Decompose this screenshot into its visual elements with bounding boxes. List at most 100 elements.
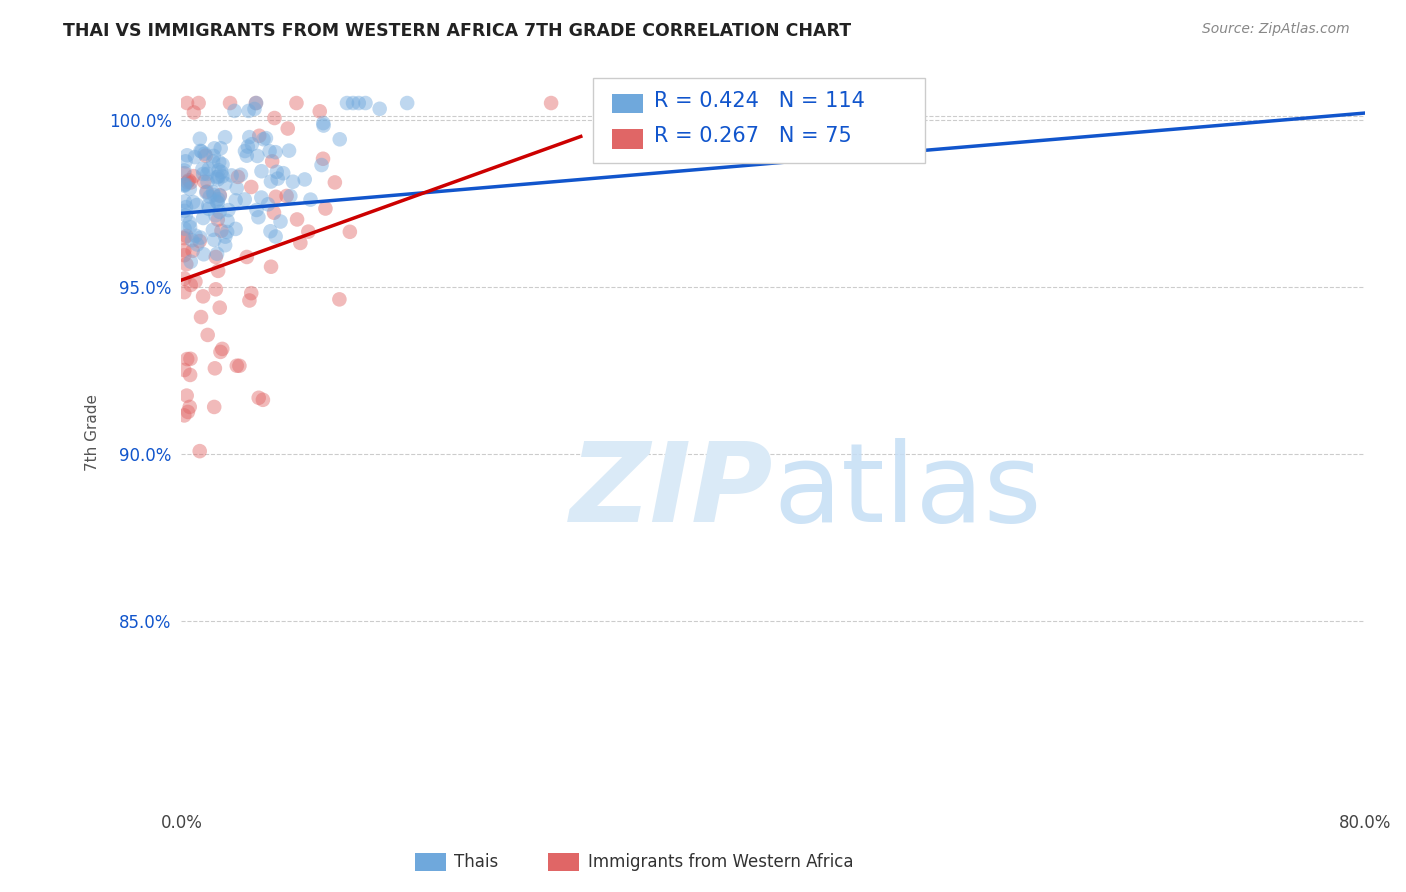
Point bbox=[368, 102, 391, 116]
Point bbox=[193, 146, 215, 161]
Point bbox=[214, 229, 236, 244]
Point bbox=[264, 229, 287, 244]
Point bbox=[266, 165, 288, 179]
Point bbox=[259, 145, 281, 159]
Point bbox=[211, 169, 233, 184]
Point bbox=[294, 172, 316, 186]
Point bbox=[323, 175, 346, 189]
Point bbox=[195, 185, 218, 199]
Point bbox=[188, 234, 211, 248]
Point bbox=[202, 141, 225, 155]
Point bbox=[328, 293, 350, 307]
Point bbox=[197, 198, 219, 212]
Point bbox=[202, 149, 225, 163]
Point bbox=[197, 327, 219, 342]
Point bbox=[179, 351, 201, 366]
Point bbox=[174, 178, 197, 192]
Point bbox=[207, 264, 229, 278]
Point bbox=[184, 275, 207, 289]
Point bbox=[260, 260, 283, 274]
Point bbox=[198, 190, 221, 204]
Point bbox=[252, 392, 274, 407]
Point bbox=[257, 197, 280, 211]
Point bbox=[217, 203, 239, 218]
Text: Immigrants from Western Africa: Immigrants from Western Africa bbox=[588, 853, 853, 871]
Point bbox=[217, 225, 239, 239]
Point bbox=[207, 195, 229, 210]
Point bbox=[224, 103, 246, 118]
Point bbox=[233, 193, 256, 207]
Point bbox=[247, 128, 270, 143]
Point bbox=[173, 163, 195, 178]
Point bbox=[277, 121, 299, 136]
Point bbox=[179, 182, 201, 196]
Point bbox=[181, 195, 204, 210]
Point bbox=[354, 96, 377, 111]
Point bbox=[176, 175, 198, 189]
Point bbox=[179, 400, 201, 414]
Point bbox=[173, 194, 195, 209]
Point bbox=[202, 154, 225, 169]
Point bbox=[173, 363, 195, 377]
Point bbox=[193, 247, 215, 261]
Point bbox=[173, 178, 195, 192]
Point bbox=[177, 173, 200, 187]
Point bbox=[188, 444, 211, 458]
Text: Thais: Thais bbox=[454, 853, 498, 871]
Point bbox=[207, 192, 229, 206]
Point bbox=[245, 96, 267, 111]
Point bbox=[190, 230, 212, 244]
Point bbox=[179, 216, 201, 230]
Point bbox=[214, 130, 236, 145]
Point bbox=[183, 169, 205, 183]
Text: R = 0.424   N = 114: R = 0.424 N = 114 bbox=[654, 91, 865, 111]
Point bbox=[312, 116, 335, 130]
Point bbox=[233, 144, 256, 158]
Point bbox=[240, 286, 263, 301]
Point bbox=[209, 141, 232, 155]
Point bbox=[193, 167, 215, 181]
Point bbox=[221, 169, 243, 183]
Point bbox=[174, 154, 197, 169]
Point bbox=[173, 231, 195, 245]
Point bbox=[204, 361, 226, 376]
Point bbox=[211, 342, 233, 356]
Point bbox=[205, 247, 228, 261]
Point bbox=[250, 190, 273, 204]
Point bbox=[186, 237, 208, 252]
Point bbox=[173, 409, 195, 423]
Point bbox=[184, 228, 207, 243]
Point bbox=[180, 254, 202, 268]
Point bbox=[176, 148, 198, 162]
Point bbox=[188, 132, 211, 146]
Point bbox=[205, 282, 228, 296]
Point bbox=[208, 301, 231, 315]
Point bbox=[208, 188, 231, 202]
Point bbox=[177, 405, 200, 419]
Point bbox=[180, 277, 202, 292]
Text: R = 0.267   N = 75: R = 0.267 N = 75 bbox=[654, 127, 852, 146]
Point bbox=[186, 198, 208, 212]
Point bbox=[342, 96, 364, 111]
Point bbox=[176, 389, 198, 403]
Point bbox=[173, 285, 195, 300]
Point bbox=[179, 220, 201, 235]
Point bbox=[208, 163, 231, 178]
Point bbox=[183, 105, 205, 120]
Point bbox=[209, 345, 232, 359]
Point bbox=[276, 189, 298, 203]
Point bbox=[217, 214, 239, 228]
Point bbox=[205, 194, 228, 208]
Point bbox=[198, 202, 221, 216]
Y-axis label: 7th Grade: 7th Grade bbox=[86, 393, 100, 471]
Point bbox=[247, 391, 270, 405]
Point bbox=[225, 222, 247, 236]
Point bbox=[262, 154, 284, 169]
Point bbox=[181, 244, 204, 258]
Point bbox=[280, 189, 302, 203]
Point bbox=[228, 359, 250, 373]
Point bbox=[278, 144, 301, 158]
Point bbox=[202, 185, 225, 199]
Point bbox=[260, 175, 283, 189]
Point bbox=[180, 176, 202, 190]
